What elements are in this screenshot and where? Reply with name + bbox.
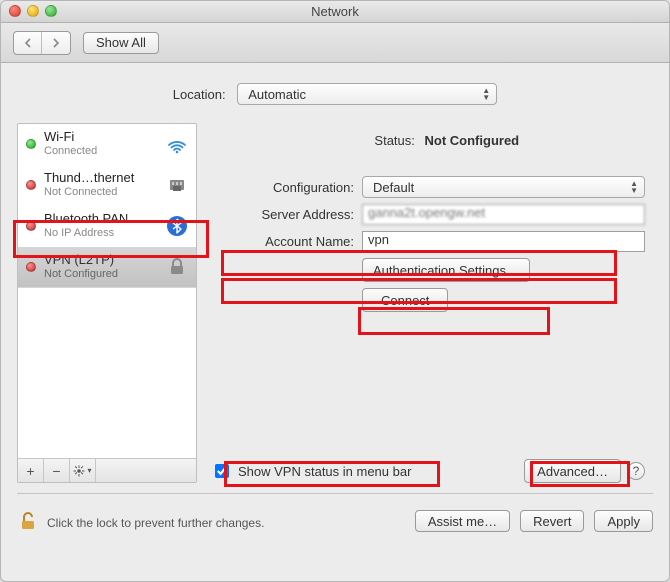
back-button[interactable] xyxy=(14,32,42,54)
chevron-updown-icon: ▲▼ xyxy=(482,87,490,101)
configuration-row: Configuration: Default ▲▼ xyxy=(219,176,645,198)
remove-service-button[interactable]: − xyxy=(44,459,70,482)
service-sidebar: Wi-Fi Connected Thund…thernet Not Connec… xyxy=(17,123,197,483)
auth-settings-button[interactable]: Authentication Settings… xyxy=(362,258,530,282)
service-actions-popup[interactable]: ▾ xyxy=(70,459,96,482)
configuration-value: Default xyxy=(373,180,414,195)
status-dot-icon xyxy=(26,221,36,231)
service-name: VPN (L2TP) xyxy=(44,253,158,267)
service-status: Connected xyxy=(44,144,158,158)
service-status: Not Configured xyxy=(44,267,158,281)
service-status: Not Connected xyxy=(44,185,158,199)
forward-button[interactable] xyxy=(42,32,70,54)
revert-button[interactable]: Revert xyxy=(520,510,584,532)
lock-text: Click the lock to prevent further change… xyxy=(47,516,264,530)
show-vpn-status-label: Show VPN status in menu bar xyxy=(238,464,411,479)
advanced-button[interactable]: Advanced… xyxy=(524,459,621,483)
service-name: Wi-Fi xyxy=(44,130,158,144)
content: Location: Automatic ▲▼ Wi-Fi Connected xyxy=(1,63,669,510)
server-address-row: Server Address: ganna2t.opengw.net xyxy=(219,204,645,225)
sidebar-actions: + − ▾ xyxy=(18,458,196,482)
service-list: Wi-Fi Connected Thund…thernet Not Connec… xyxy=(18,124,196,458)
connect-row: Connect xyxy=(219,288,645,312)
status-dot-icon xyxy=(26,180,36,190)
assist-me-button[interactable]: Assist me… xyxy=(415,510,510,532)
sidebar-item-wifi[interactable]: Wi-Fi Connected xyxy=(18,124,196,165)
configuration-label: Configuration: xyxy=(219,180,354,195)
sidebar-item-bluetooth-pan[interactable]: Bluetooth PAN No IP Address xyxy=(18,206,196,247)
lock-icon[interactable] xyxy=(17,510,39,535)
server-address-input[interactable]: ganna2t.opengw.net xyxy=(362,204,645,225)
nav-back-forward xyxy=(13,31,71,55)
show-vpn-status-checkbox[interactable] xyxy=(215,464,229,478)
auth-settings-row: Authentication Settings… xyxy=(219,258,645,282)
lock-row: Click the lock to prevent further change… xyxy=(17,510,264,535)
status-label: Status: xyxy=(345,133,415,148)
window-title: Network xyxy=(311,4,359,19)
chevron-down-icon: ▾ xyxy=(87,466,91,475)
account-name-label: Account Name: xyxy=(219,234,354,249)
sidebar-item-vpn[interactable]: VPN (L2TP) Not Configured xyxy=(18,247,196,288)
configuration-popup[interactable]: Default ▲▼ xyxy=(362,176,645,198)
divider xyxy=(17,493,653,494)
traffic-lights xyxy=(9,5,57,17)
close-icon[interactable] xyxy=(9,5,21,17)
minimize-icon[interactable] xyxy=(27,5,39,17)
add-service-button[interactable]: + xyxy=(18,459,44,482)
sidebar-item-thunderbolt-ethernet[interactable]: Thund…thernet Not Connected xyxy=(18,165,196,206)
show-vpn-status-row: Show VPN status in menu bar xyxy=(211,461,411,481)
help-button[interactable]: ? xyxy=(627,462,645,480)
chevron-updown-icon: ▲▼ xyxy=(630,180,638,194)
apply-button[interactable]: Apply xyxy=(594,510,653,532)
bluetooth-icon xyxy=(166,215,188,237)
connect-button[interactable]: Connect xyxy=(362,288,448,312)
ethernet-icon xyxy=(166,174,188,196)
server-address-label: Server Address: xyxy=(219,207,354,222)
location-label: Location: xyxy=(173,87,226,102)
titlebar: Network xyxy=(1,1,669,23)
zoom-icon[interactable] xyxy=(45,5,57,17)
status-dot-icon xyxy=(26,262,36,272)
lock-icon xyxy=(166,256,188,278)
service-name: Thund…thernet xyxy=(44,171,158,185)
service-status: No IP Address xyxy=(44,226,158,240)
gear-icon xyxy=(73,465,85,477)
service-name: Bluetooth PAN xyxy=(44,212,158,226)
detail-panel: Status: Not Configured Configuration: De… xyxy=(211,123,653,483)
location-popup[interactable]: Automatic ▲▼ xyxy=(237,83,497,105)
wifi-icon xyxy=(166,133,188,155)
location-value: Automatic xyxy=(248,87,306,102)
account-name-row: Account Name: vpn xyxy=(219,231,645,252)
toolbar: Show All xyxy=(1,23,669,63)
network-prefs-window: Network Show All Location: Automatic ▲▼ xyxy=(0,0,670,582)
account-name-input[interactable]: vpn xyxy=(362,231,645,252)
show-all-button[interactable]: Show All xyxy=(83,32,159,54)
status-value: Not Configured xyxy=(425,133,520,148)
footer: Click the lock to prevent further change… xyxy=(1,510,669,545)
status-dot-icon xyxy=(26,139,36,149)
location-row: Location: Automatic ▲▼ xyxy=(17,83,653,105)
status-row: Status: Not Configured xyxy=(219,133,645,148)
